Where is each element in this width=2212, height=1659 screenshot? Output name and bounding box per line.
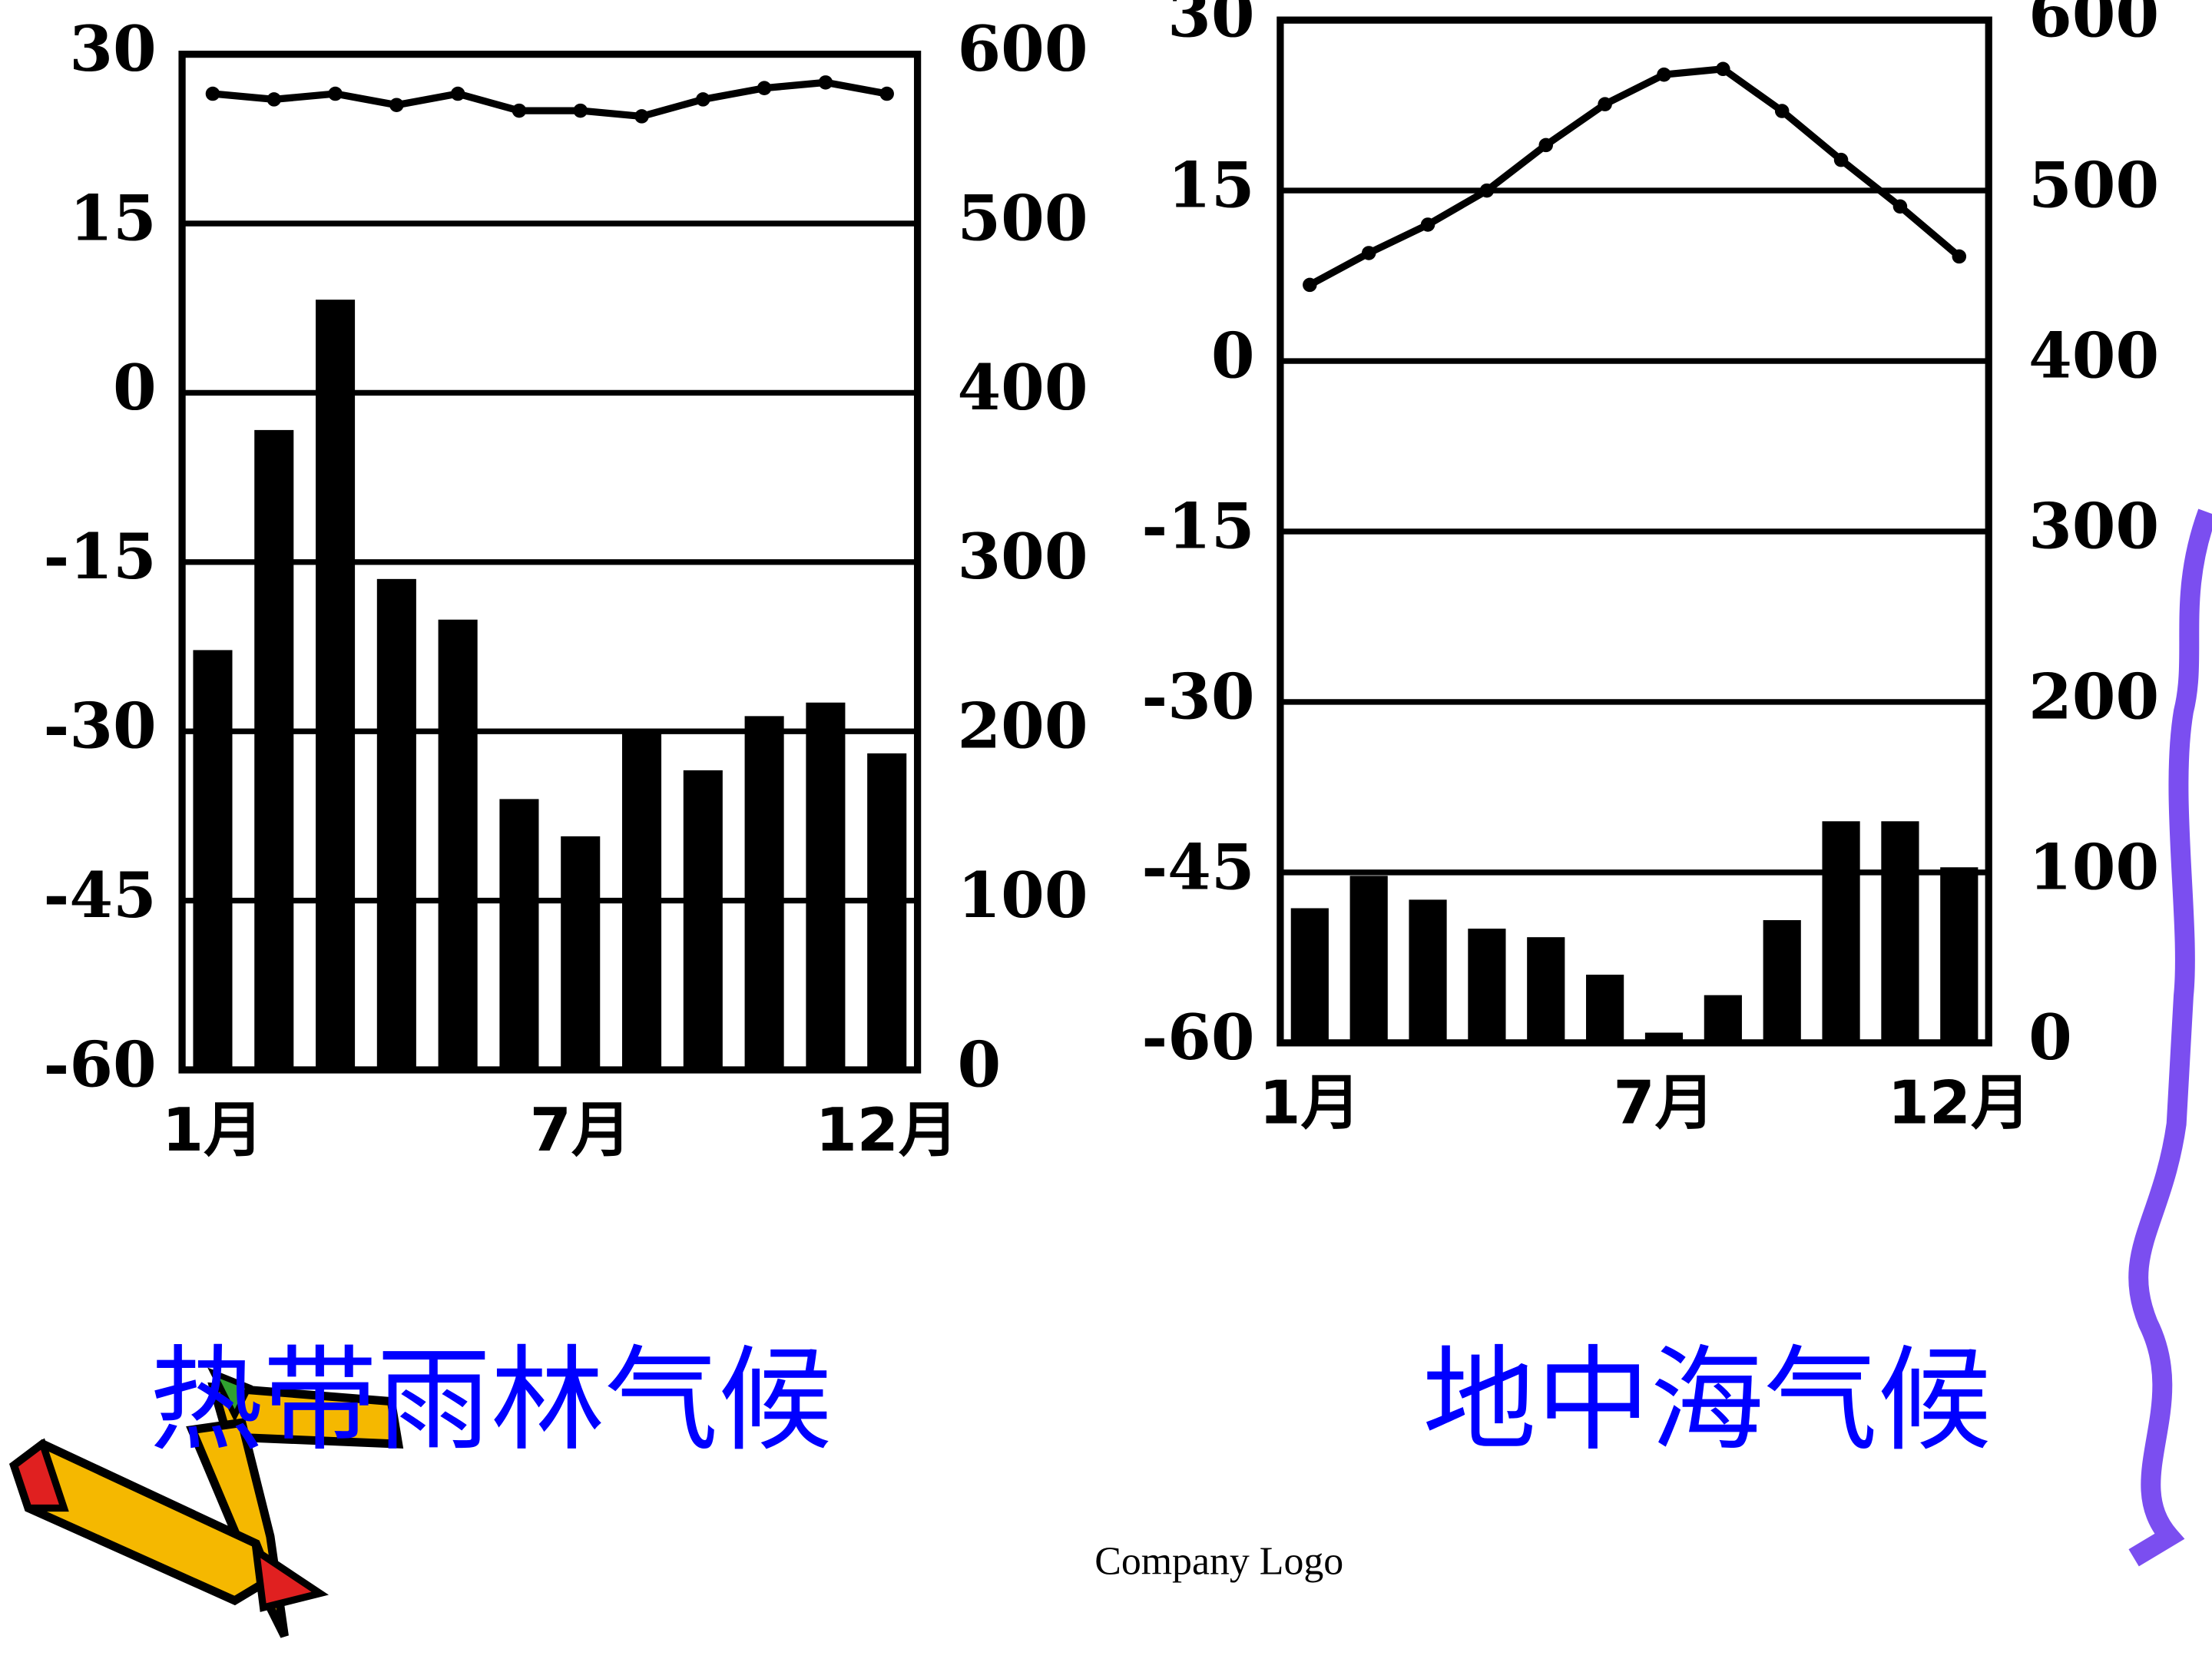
precipitation-bar (683, 770, 723, 1071)
temperature-point (818, 75, 833, 90)
temperature-point (512, 103, 527, 118)
x-tick-label: 1月 (1259, 1069, 1360, 1138)
y-tick-label: -60 (44, 1028, 157, 1101)
precipitation-bar (1409, 899, 1447, 1043)
y2-tick-label: 600 (957, 12, 1088, 86)
temperature-point (389, 98, 404, 112)
temperature-line (1308, 65, 1962, 288)
y-tick-label: -45 (44, 859, 157, 932)
chart-title: 地中海气候 (1422, 1333, 1992, 1466)
temperature-point (1952, 249, 1967, 264)
y-tick-label: -60 (1141, 1001, 1254, 1075)
y2-tick-label: 0 (2028, 1001, 2072, 1075)
precipitation-bar (561, 836, 601, 1071)
precipitation-bar (1468, 929, 1506, 1043)
temperature-point (1361, 246, 1376, 260)
y2-tick-label: 100 (2028, 830, 2159, 904)
temperature-point (1479, 183, 1495, 198)
temperature-point (205, 86, 220, 101)
y-tick-label: -45 (1141, 830, 1254, 904)
temperature-point (1303, 277, 1317, 293)
precipitation-bar (1881, 821, 1919, 1043)
temperature-point (1538, 137, 1554, 153)
y-tick-label: 0 (1211, 319, 1255, 392)
precipitation-bar (1940, 867, 1979, 1043)
temperature-point (1716, 61, 1730, 77)
temperature-point (267, 92, 282, 107)
precipitation-bar (806, 702, 846, 1071)
y2-tick-label: 600 (2028, 0, 2159, 52)
temperature-point (879, 86, 894, 101)
y-tick-label: 30 (69, 12, 156, 86)
x-tick-label: 12月 (816, 1096, 959, 1165)
temperature-point (1420, 217, 1435, 232)
y2-tick-label: 300 (957, 520, 1088, 594)
temperature-point (328, 86, 343, 101)
precipitation-bar (193, 650, 233, 1071)
temperature-point (634, 109, 649, 124)
y2-tick-label: 200 (957, 690, 1088, 763)
y2-tick-label: 500 (2028, 149, 2159, 223)
temperature-line (212, 78, 888, 121)
y-tick-label: 30 (1167, 0, 1254, 52)
precipitation-bar (438, 619, 478, 1071)
precipitation-bar (254, 429, 294, 1071)
temperature-point (1833, 152, 1849, 167)
y-tick-label: 0 (113, 351, 157, 425)
y-tick-label: -30 (44, 690, 157, 763)
footer: Company Logo (1094, 1539, 1343, 1583)
x-tick-label: 12月 (1888, 1069, 2031, 1138)
precipitation-bar (1290, 908, 1329, 1043)
precipitation-bar (1763, 920, 1801, 1043)
precipitation-bar (499, 799, 539, 1071)
y-tick-label: -15 (1141, 489, 1254, 563)
x-tick-label: 1月 (162, 1096, 263, 1165)
pencil-clipart (8, 1367, 404, 1638)
precipitation-bar (1527, 937, 1565, 1043)
chart-title: 热带雨林气候 (150, 1333, 833, 1466)
temperature-point (1598, 97, 1612, 111)
temperature-point (757, 81, 772, 95)
temperature-point (573, 103, 588, 118)
precipitation-bar (1644, 1032, 1684, 1043)
precipitation-bar (1586, 975, 1624, 1043)
precipitation-bar (867, 753, 907, 1071)
y2-tick-label: 400 (2028, 319, 2159, 392)
temperature-point (450, 86, 465, 101)
y2-tick-label: 0 (957, 1028, 1001, 1101)
precipitation-bar (744, 716, 784, 1071)
y2-tick-label: 400 (957, 351, 1088, 425)
y2-tick-label: 300 (2028, 489, 2159, 563)
x-tick-label: 7月 (1614, 1069, 1715, 1138)
y-tick-label: 15 (1167, 149, 1254, 223)
y2-tick-label: 500 (957, 181, 1088, 255)
precipitation-bar (316, 300, 356, 1071)
temperature-point (696, 92, 710, 107)
temperature-point (1892, 199, 1908, 214)
x-tick-label: 7月 (530, 1096, 631, 1165)
precipitation-bar (1349, 876, 1388, 1043)
y-tick-label: 15 (69, 181, 156, 255)
y-tick-label: -30 (1141, 660, 1254, 733)
precipitation-bar (1822, 821, 1860, 1043)
precipitation-bar (1704, 995, 1742, 1043)
precipitation-bar (376, 578, 416, 1071)
temperature-point (1774, 104, 1790, 118)
precipitation-bar (621, 731, 662, 1071)
y2-tick-label: 100 (957, 859, 1088, 932)
temperature-point (1657, 67, 1671, 82)
y-tick-label: -15 (44, 520, 157, 594)
brace-decoration (2128, 508, 2212, 1567)
y2-tick-label: 200 (2028, 660, 2159, 733)
